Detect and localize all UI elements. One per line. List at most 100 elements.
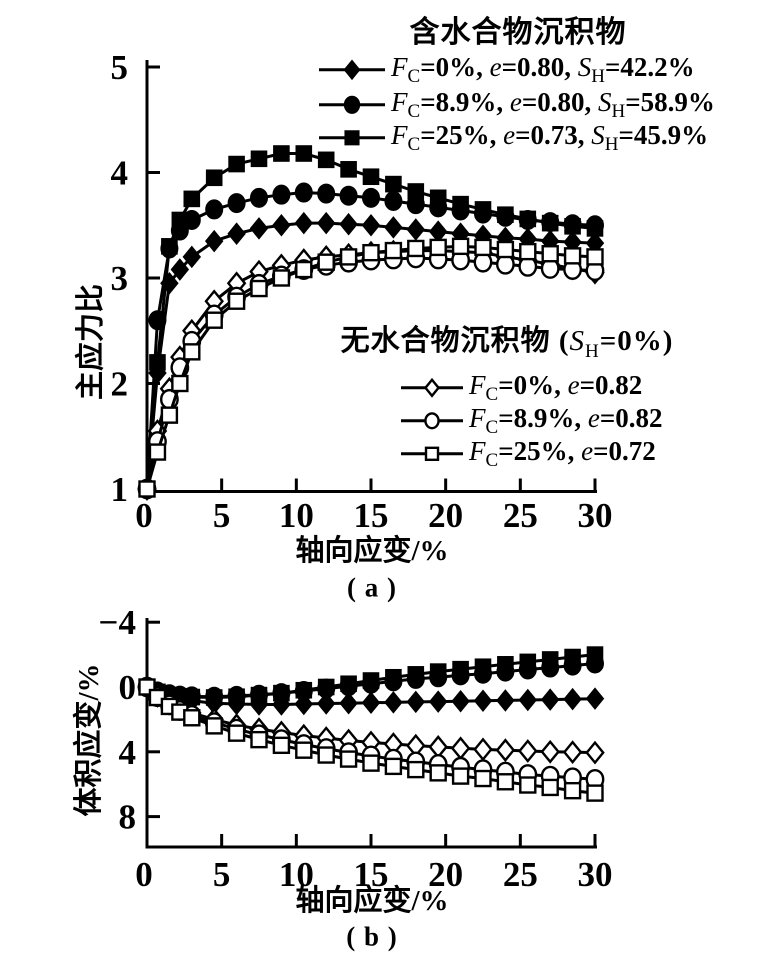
filled-square-marker [171,211,189,229]
y-tick-label: 1 [111,470,129,509]
open-square-marker [451,237,470,256]
open-square-marker [171,374,189,393]
filled-square-marker [586,220,604,237]
filled-square-marker [317,678,335,696]
open-square-marker [317,746,335,764]
open-square-marker [451,767,470,785]
open-square-marker [138,480,156,498]
filled-diamond-marker [473,689,493,713]
legend-marker-filled-diamond-icon [319,59,385,81]
open-square-marker [205,717,223,735]
filled-square-marker [497,656,514,673]
filled-square-marker [519,210,537,228]
open-diamond-marker [540,739,560,764]
x-tick-label: 5 [213,855,231,894]
legend-item-nohydrate-2: FC=25%, e=0.72 [400,435,656,472]
filled-square-marker [362,672,380,689]
filled-square-marker [250,150,268,168]
filled-square-marker [205,689,223,706]
filled-square-marker [228,155,245,173]
open-square-marker [586,248,604,266]
filled-circle-marker [343,95,361,115]
open-square-marker [295,741,313,759]
open-square-marker [474,769,492,788]
y-tick-label: −4 [99,603,136,642]
open-square-marker [563,781,582,800]
filled-square-marker [340,161,357,178]
filled-circle-marker [361,187,380,208]
open-square-marker [407,239,425,258]
y-tick-label: 8 [119,798,137,837]
filled-square-marker [452,660,469,678]
legend-item-nohydrate-0: FC=0%, e=0.82 [400,371,642,404]
open-square-marker [362,754,380,772]
filled-square-marker [385,668,402,686]
legend-marker-filled-square-icon [319,130,385,146]
open-square-marker [227,292,246,310]
filled-diamond-marker [428,220,448,243]
filled-square-marker [344,130,360,146]
panel-b-x-axis-title: 轴向应变/% [295,885,449,917]
filled-square-marker [250,686,268,704]
open-diamond-marker [428,735,448,759]
open-diamond-marker [518,739,538,763]
filled-diamond-marker [182,245,202,269]
filled-square-marker [541,214,559,232]
panel-a-y-axis-title: 主应力比 [75,283,107,401]
legend-item-nohydrate-1: FC=8.9%, e=0.82 [400,404,662,437]
legend-item-hydrate-0: FC=0%, e=0.80, SH=42.2% [318,51,695,88]
filled-diamond-marker [204,229,224,253]
filled-square-marker [474,201,492,218]
panel-a-caption: ( a ) [347,572,397,603]
open-square-marker [429,238,447,257]
filled-diamond-marker [428,690,448,713]
filled-square-marker [429,189,447,207]
filled-square-marker [161,238,178,255]
filled-square-marker [497,206,514,223]
filled-square-marker [541,651,559,668]
open-diamond-marker [495,738,516,763]
filled-diamond-marker [384,216,403,239]
filled-circle-marker [227,193,246,214]
filled-square-marker [273,684,290,702]
x-tick-label: 25 [503,855,538,894]
open-square-marker [496,773,515,791]
filled-square-marker [340,675,357,693]
filled-square-marker [407,183,425,200]
x-tick-label: 10 [279,855,314,894]
filled-diamond-marker [451,689,470,713]
filled-diamond-marker [563,687,582,711]
open-square-marker [183,709,201,727]
filled-diamond-marker [249,217,269,240]
open-square-marker [250,279,268,298]
filled-diamond-marker [361,213,381,237]
filled-square-marker [564,648,581,666]
open-square-marker [339,750,358,768]
open-square-marker [362,243,380,262]
open-square-marker [541,245,559,263]
filled-diamond-marker [316,211,336,235]
filled-square-marker [205,169,223,187]
filled-square-marker [519,653,537,671]
panel-a-plot: 0 5 10 15 20 25 30 1 2 3 4 5 [111,48,613,535]
x-tick-label: 0 [135,855,153,894]
open-square-marker [183,343,201,361]
filled-circle-marker [384,190,403,211]
filled-square-marker [564,218,581,235]
y-tick-label: 0 [119,668,137,707]
open-square-marker [148,443,167,461]
open-square-marker [496,240,515,259]
filled-circle-marker [249,187,268,208]
open-square-marker [519,242,537,261]
panel-b-plot: 0 5 10 15 20 25 30 −4 0 4 8 [99,603,613,894]
legend-label: FC=0%, e=0.80, SH=42.2% [391,51,695,88]
filled-circle-marker [205,199,224,220]
filled-diamond-marker [540,688,560,711]
legend-label: FC=25%, e=0.72 [469,435,656,472]
legend-label: FC=8.9%, e=0.80, SH=58.9% [391,86,715,123]
filled-square-marker [317,151,335,169]
x-tick-label: 20 [428,496,463,535]
open-diamond-marker [423,378,441,398]
filled-diamond-marker [316,692,336,715]
